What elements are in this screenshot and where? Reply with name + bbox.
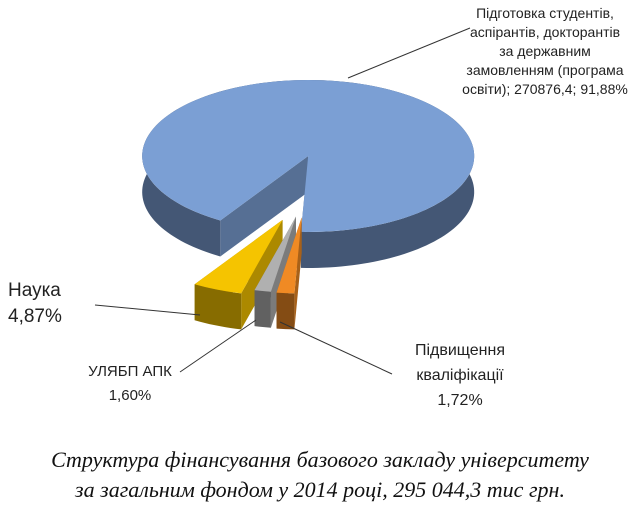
slice-side	[254, 290, 271, 328]
category-label: Наука	[8, 280, 61, 301]
value-label: 4,87%	[8, 306, 62, 327]
leader-line	[179, 319, 257, 373]
slice-label: Підвищення кваліфікації 1,72%	[390, 338, 530, 413]
value-label: 91,88%	[580, 81, 628, 97]
slice-label: Підготовка студентів, аспірантів, доктор…	[462, 4, 628, 99]
pie-slice	[142, 79, 475, 232]
pie	[142, 79, 475, 330]
slice-side	[276, 292, 295, 330]
category-label: УЛЯБП АПК	[88, 363, 172, 380]
slice-side	[194, 284, 242, 330]
value-label: 1,60%	[108, 387, 152, 404]
chart-title: за загальним фондом у 2014 році, 295 044…	[75, 477, 565, 502]
value-label: 1,72%	[437, 392, 483, 409]
slice-side	[220, 155, 309, 257]
leader-line	[347, 27, 471, 79]
leader-line	[94, 304, 201, 316]
leader-line	[279, 321, 393, 375]
pie-slice	[276, 217, 302, 294]
chart-title: Структура фінансування базового закладу …	[51, 447, 589, 472]
category-label: Підвищення кваліфікації	[414, 342, 506, 384]
slice-label: УЛЯБП АПК 1,60%	[70, 360, 190, 408]
pie-slice	[254, 216, 296, 292]
category-label: Підготовка студентів, аспірантів, доктор…	[462, 5, 624, 97]
slice-label: Наука 4,87%	[8, 278, 88, 330]
pie-slice	[194, 219, 283, 294]
